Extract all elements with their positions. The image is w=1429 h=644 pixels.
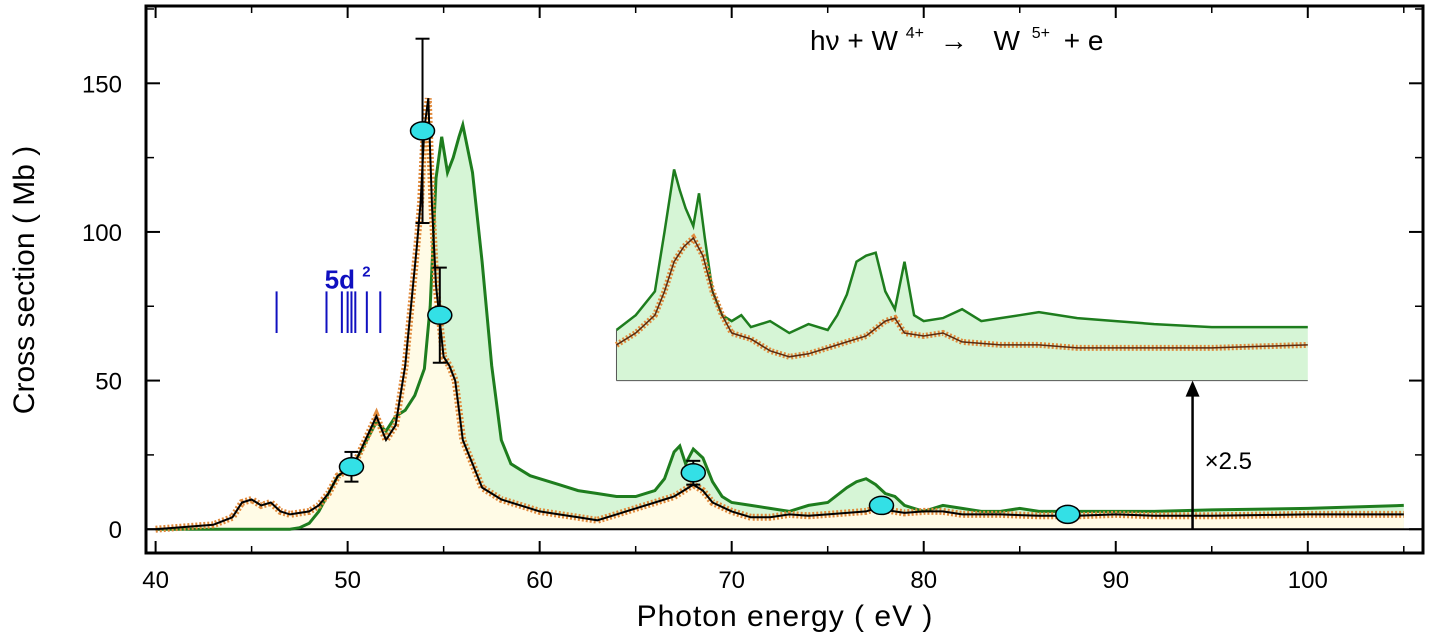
absolute-point-4: [868, 495, 895, 516]
y-tick-label-1: 50: [95, 369, 122, 396]
levels-label-sup: 2: [362, 263, 370, 280]
scale-factor-label: ×2.5: [1205, 448, 1252, 475]
axis-ticks: 40 50 60 70 80 90 100 0 50 100 150: [82, 6, 1423, 594]
levels-label-base: 5d: [325, 264, 355, 294]
title-sup2: 5+: [1032, 25, 1050, 42]
title-right: + e: [1064, 25, 1104, 56]
y-axis-title: Cross section ( Mb ): [8, 146, 41, 414]
title-mid: W: [994, 25, 1021, 56]
chart-title: hν + W 4+ → W 5+ + e: [810, 13, 1103, 56]
levels-label: 5d 2: [325, 263, 371, 294]
inset-experiment-line: [616, 236, 1308, 358]
energy-levels: [275, 291, 382, 334]
x-tick-label-2: 60: [526, 567, 553, 594]
filled-areas: [146, 98, 1423, 531]
y-tick-label-3: 150: [82, 71, 122, 98]
x-tick-label-6: 100: [1288, 567, 1328, 594]
inset-theory-line: [615, 169, 1308, 335]
inset-magnified-view: [614, 169, 1308, 382]
title-left: hν + W: [810, 25, 898, 56]
absolute-point-5: [1054, 504, 1081, 525]
absolute-point-2: [427, 305, 453, 325]
inset-theory-fill: [616, 169, 1308, 381]
y-tick-label-2: 100: [82, 220, 122, 247]
x-tick-label-3: 70: [718, 567, 745, 594]
annotations: ×2.5: [1185, 380, 1252, 530]
theory-fill: [155, 124, 1404, 530]
y-tick-label-0: 0: [109, 517, 122, 544]
title-sup1: 4+: [906, 25, 924, 42]
x-tick-label-0: 40: [142, 567, 169, 594]
x-tick-label-5: 90: [1102, 567, 1129, 594]
x-axis-title: Photon energy ( eV ): [637, 600, 934, 633]
plot-frame: [144, 4, 1425, 555]
absolute-point-0: [338, 457, 365, 477]
absolute-points: [338, 37, 1081, 525]
absolute-point-3: [680, 462, 707, 483]
x-tick-label-4: 80: [910, 567, 937, 594]
title-arrow: →: [940, 25, 968, 56]
absolute-point-1: [409, 121, 436, 141]
scale-arrow-head: [1185, 380, 1200, 397]
x-tick-label-1: 50: [334, 567, 361, 594]
